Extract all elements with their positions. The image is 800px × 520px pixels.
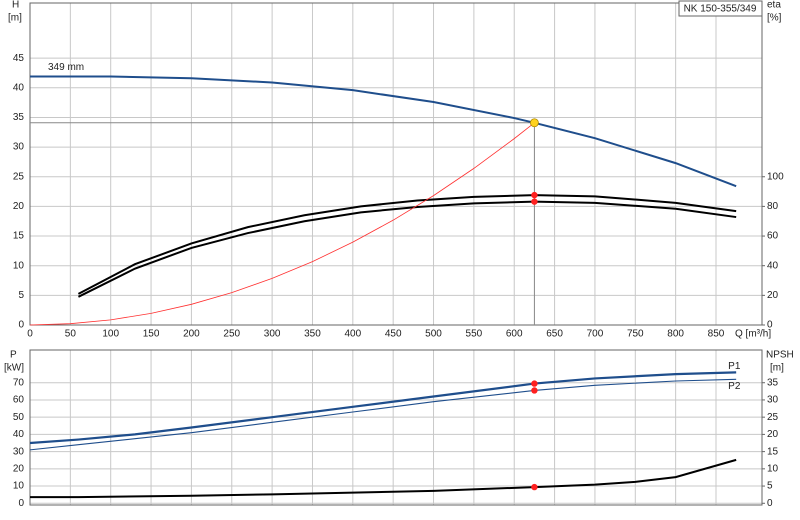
series-label: 349 mm <box>48 62 84 73</box>
y-axis-unit: [m] <box>8 13 22 24</box>
y-tick-label: 30 <box>13 446 25 457</box>
top-frame <box>29 2 763 326</box>
x-tick-label: 200 <box>183 329 200 340</box>
operating-point <box>531 198 538 205</box>
y-tick-label: 25 <box>13 171 25 182</box>
x-tick-label: 600 <box>506 329 523 340</box>
y-axis-label: H <box>12 0 19 11</box>
series-line <box>29 378 737 451</box>
y2-axis-label: eta <box>767 0 781 11</box>
y-tick-label: 0 <box>18 498 24 509</box>
y2-tick-label: 60 <box>767 231 779 242</box>
series-line <box>30 75 737 188</box>
series-line <box>77 200 737 298</box>
y2-tick-label: 35 <box>767 377 779 388</box>
y-tick-label: 50 <box>13 412 25 423</box>
operating-point <box>531 191 538 199</box>
x-tick-label: 800 <box>667 329 684 340</box>
x-tick-label: 250 <box>223 329 240 340</box>
title-box <box>678 0 763 17</box>
y-tick-label: 30 <box>13 142 25 153</box>
duty-point <box>530 118 539 128</box>
series-line <box>30 458 737 499</box>
x-tick-label: 100 <box>102 329 119 340</box>
y2-axis-label: NPSH <box>766 350 794 361</box>
series-line <box>77 194 737 295</box>
y-axis-label: P <box>10 350 17 361</box>
x-tick-label: 550 <box>466 329 483 340</box>
y2-tick-label: 5 <box>767 481 773 492</box>
y2-axis-unit: [%] <box>767 13 782 24</box>
series-label: P1 <box>728 361 741 372</box>
x-tick-label: 50 <box>65 329 77 340</box>
y-tick-label: 20 <box>13 201 25 212</box>
y2-tick-label: 25 <box>767 412 779 423</box>
y-tick-label: 40 <box>13 429 25 440</box>
operating-point <box>531 380 538 387</box>
x-tick-label: 750 <box>627 329 644 340</box>
chart-title: NK 150-355/349 <box>684 4 757 15</box>
y2-tick-label: 40 <box>767 260 779 271</box>
x-tick-label: 0 <box>27 329 33 340</box>
y2-tick-label: 100 <box>767 171 784 182</box>
y2-axis-unit: [m] <box>770 363 784 374</box>
operating-point <box>531 387 538 394</box>
x-tick-label: 450 <box>385 329 402 340</box>
x-tick-label: 700 <box>587 329 604 340</box>
x-tick-label: 150 <box>143 329 160 340</box>
series-line <box>29 371 737 445</box>
y2-tick-label: 0 <box>767 498 773 509</box>
y-tick-label: 35 <box>13 112 25 123</box>
x-tick-label: 500 <box>425 329 442 340</box>
y-tick-label: 20 <box>13 463 25 474</box>
y2-tick-label: 15 <box>767 446 779 457</box>
y-tick-label: 0 <box>18 320 24 331</box>
x-axis-label: Q [m³/h] <box>735 329 771 340</box>
y2-tick-label: 20 <box>767 429 779 440</box>
y-tick-label: 10 <box>13 260 25 271</box>
y-tick-label: 45 <box>13 53 25 64</box>
operating-point <box>531 483 538 491</box>
y-tick-label: 60 <box>13 395 25 406</box>
bottom-frame <box>29 349 763 506</box>
series-label: P2 <box>728 381 741 392</box>
y-tick-label: 5 <box>18 290 24 301</box>
y2-tick-label: 80 <box>767 201 779 212</box>
y2-tick-label: 10 <box>767 463 779 474</box>
y2-tick-label: 20 <box>767 290 779 301</box>
y-tick-label: 15 <box>13 231 25 242</box>
x-tick-label: 850 <box>708 329 725 340</box>
x-tick-label: 650 <box>546 329 563 340</box>
x-tick-label: 300 <box>264 329 281 340</box>
series-line <box>29 122 535 326</box>
x-tick-label: 350 <box>304 329 321 340</box>
x-tick-label: 400 <box>344 329 361 340</box>
y2-tick-label: 30 <box>767 395 779 406</box>
y-tick-label: 10 <box>13 481 25 492</box>
y-tick-label: 70 <box>13 377 25 388</box>
y-axis-unit: [kW] <box>4 363 24 374</box>
y2-tick-label: 0 <box>767 320 773 331</box>
y-tick-label: 40 <box>13 82 25 93</box>
